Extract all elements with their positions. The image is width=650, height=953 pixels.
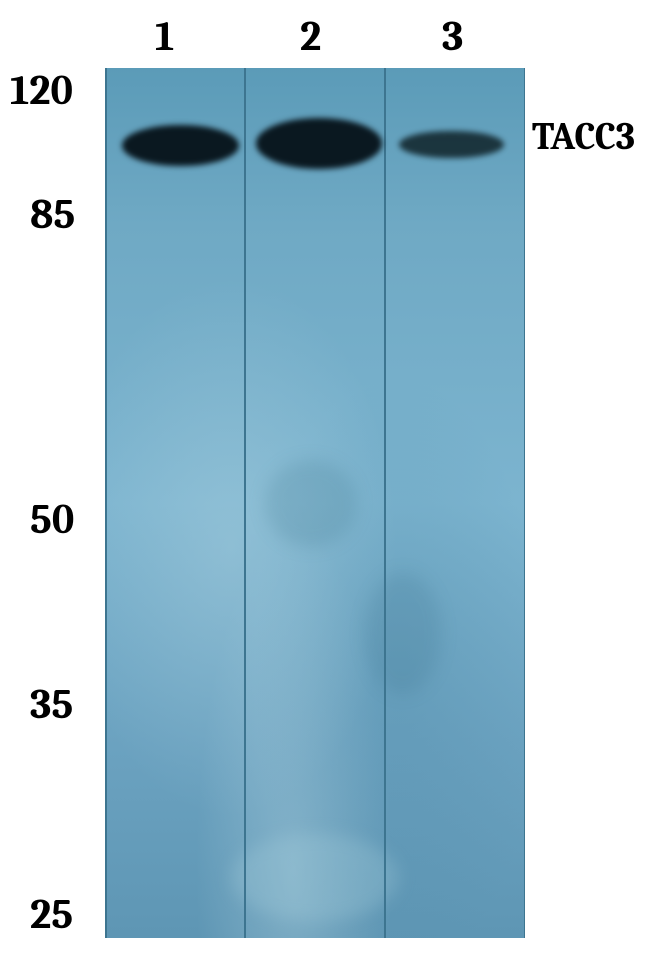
lane-number-2: 2 bbox=[300, 12, 321, 61]
lane-border bbox=[244, 68, 246, 938]
western-blot-figure: 1 2 3 120 85 50 35 25 TACC3 bbox=[0, 0, 650, 953]
mw-marker-35: 35 bbox=[30, 680, 73, 729]
blot-membrane bbox=[105, 68, 525, 938]
lane-number-3: 3 bbox=[442, 12, 463, 61]
blot-artifact bbox=[231, 834, 399, 921]
lane-border bbox=[384, 68, 386, 938]
mw-marker-25: 25 bbox=[30, 890, 73, 939]
protein-label: TACC3 bbox=[532, 115, 635, 159]
protein-band-lane-1 bbox=[122, 125, 240, 167]
protein-band-lane-2 bbox=[256, 118, 382, 168]
protein-label-text: TACC3 bbox=[532, 115, 635, 159]
mw-marker-85: 85 bbox=[30, 190, 75, 239]
lane-border bbox=[105, 68, 107, 938]
lane-border bbox=[524, 68, 525, 938]
mw-marker-50: 50 bbox=[30, 495, 74, 544]
lane-number-1: 1 bbox=[155, 12, 174, 61]
blot-artifact bbox=[265, 460, 357, 547]
mw-marker-120: 120 bbox=[10, 66, 73, 115]
blot-artifact bbox=[365, 573, 441, 695]
